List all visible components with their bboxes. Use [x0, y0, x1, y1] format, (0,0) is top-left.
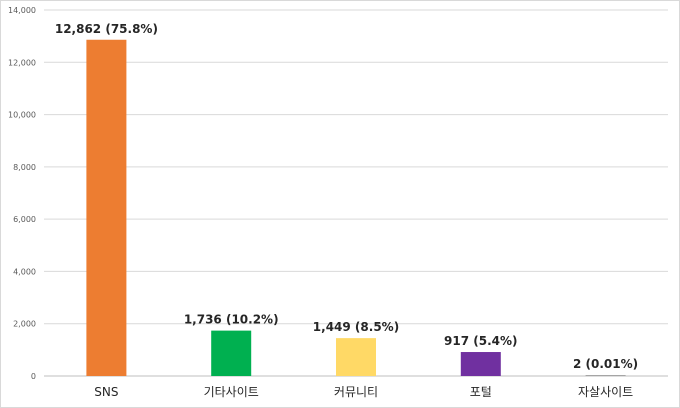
x-category-label: SNS	[94, 385, 118, 399]
x-category-label: 기타사이트	[204, 385, 259, 399]
bar	[86, 39, 127, 376]
bar	[336, 338, 376, 376]
y-tick-label: 4,000	[13, 267, 36, 276]
y-tick-label: 2,000	[13, 320, 36, 329]
y-tick-label: 10,000	[8, 111, 36, 120]
gridlines	[44, 9, 668, 377]
x-axis-categories: SNS 기타사이트 커뮤니티 포털 자살사이트	[94, 385, 633, 399]
data-label: 917 (5.4%)	[444, 334, 517, 348]
bar	[211, 330, 252, 376]
y-tick-label: 8,000	[13, 163, 36, 172]
data-label: 1,736 (10.2%)	[184, 313, 279, 327]
x-category-label: 포털	[470, 385, 492, 399]
y-tick-label: 6,000	[13, 215, 36, 224]
y-axis-ticks: 0 2,000 4,000 6,000 8,000 10,000 12,000 14,000	[8, 6, 36, 381]
x-category-label: 자살사이트	[578, 385, 633, 399]
y-tick-label: 12,000	[8, 58, 36, 67]
data-labels: 12,862 (75.8%) 1,736 (10.2%) 1,449 (8.5%) 9…	[55, 22, 638, 371]
x-category-label: 커뮤니티	[334, 385, 378, 399]
bars	[86, 39, 626, 376]
y-tick-label: 14,000	[8, 6, 36, 15]
data-label: 12,862 (75.8%)	[55, 22, 158, 36]
data-label: 2 (0.01%)	[573, 357, 638, 371]
y-tick-label: 0	[31, 372, 36, 381]
bar	[585, 375, 626, 376]
data-label: 1,449 (8.5%)	[313, 320, 399, 334]
bar	[460, 352, 501, 376]
